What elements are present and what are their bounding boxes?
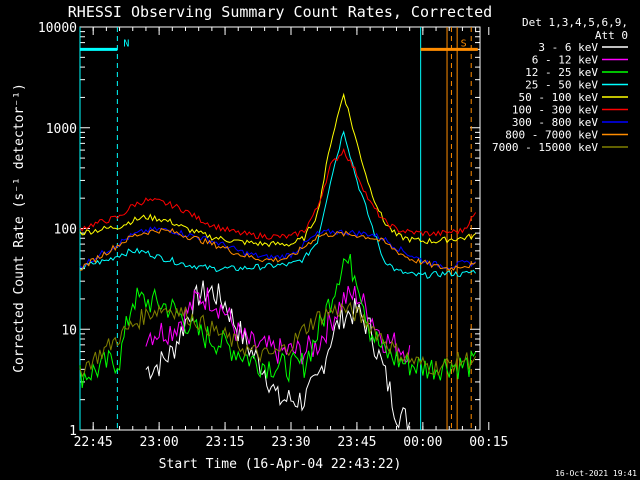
x-tick-label: 23:00 [140, 435, 179, 450]
x-tick-label: 00:00 [403, 435, 442, 450]
series-line [79, 148, 477, 240]
series-line [79, 227, 476, 272]
series-line [79, 253, 477, 388]
legend-label: 100 - 300 keV [512, 104, 598, 117]
legend-label: 6 - 12 keV [532, 54, 599, 67]
bar-label: N [123, 38, 129, 49]
series-line [79, 92, 476, 248]
x-tick-label: 00:15 [469, 435, 508, 450]
legend-header-line-2: Att 0 [595, 29, 628, 42]
y-tick-label: 100 [54, 223, 77, 238]
bar-label: S [461, 38, 467, 49]
x-tick-label: 23:30 [271, 435, 310, 450]
x-tick-label: 23:15 [205, 435, 244, 450]
y-tick-label: 1 [69, 424, 77, 439]
x-tick-label: 23:45 [337, 435, 376, 450]
legend-label: 7000 - 15000 keV [492, 141, 598, 154]
legend-label: 25 - 50 keV [525, 79, 598, 92]
y-tick-label: 10000 [38, 21, 77, 36]
chart-title: RHESSI Observing Summary Count Rates, Co… [68, 3, 492, 21]
legend-label: 300 - 800 keV [512, 116, 598, 129]
legend-label: 3 - 6 keV [538, 41, 598, 54]
legend-label: 12 - 25 keV [525, 66, 598, 79]
y-axis-label: Corrected Count Rate (s⁻¹ detector⁻¹) [12, 83, 27, 373]
y-tick-label: 10 [61, 323, 77, 338]
legend-label: 800 - 7000 keV [505, 129, 598, 142]
series-line [145, 280, 411, 431]
series-line [145, 285, 411, 365]
plot-area: 1 10 100 1000 10000 22:45 23:00 23:15 23:30 23:45… [38, 21, 509, 450]
x-tick-label: 22:45 [74, 435, 113, 450]
footer-date: 16-Oct-2021 19:41 [555, 469, 637, 478]
legend-header-line-1: Det 1,3,4,5,6,9, [522, 16, 628, 29]
y-tick-label: 1000 [46, 122, 77, 137]
series-line [79, 226, 476, 270]
x-axis-label: Start Time (16-Apr-04 22:43:22) [159, 457, 402, 472]
legend-label: 50 - 100 keV [519, 91, 599, 104]
series-line [79, 130, 476, 279]
series-line [79, 301, 477, 378]
